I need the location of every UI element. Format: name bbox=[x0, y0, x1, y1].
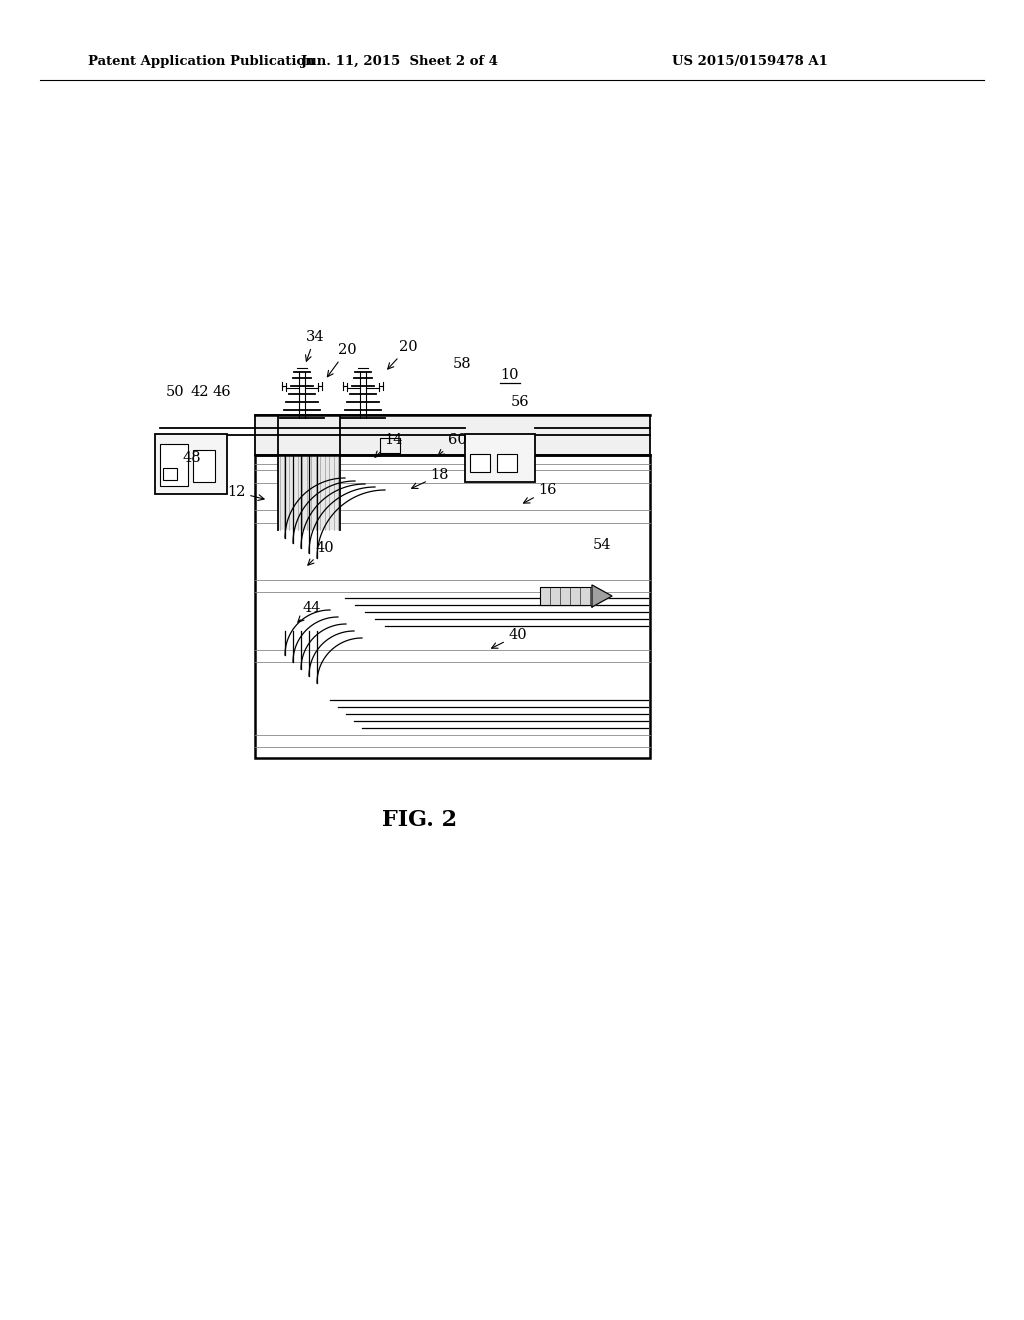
Text: 60: 60 bbox=[438, 433, 466, 455]
Bar bbox=[465, 434, 535, 482]
Text: 12: 12 bbox=[226, 484, 264, 500]
Text: 56: 56 bbox=[511, 395, 529, 409]
Bar bbox=[497, 454, 517, 473]
Text: FIG. 2: FIG. 2 bbox=[382, 809, 458, 832]
Text: 46: 46 bbox=[213, 385, 231, 399]
Bar bbox=[155, 434, 227, 494]
Text: 14: 14 bbox=[375, 433, 402, 457]
Bar bbox=[540, 587, 592, 605]
Bar bbox=[470, 454, 490, 473]
Text: 16: 16 bbox=[523, 483, 557, 503]
Bar bbox=[193, 450, 215, 482]
Text: 20: 20 bbox=[388, 341, 418, 370]
Text: 42: 42 bbox=[190, 385, 209, 399]
Bar bbox=[255, 455, 650, 758]
Text: 48: 48 bbox=[182, 451, 202, 465]
Bar bbox=[160, 444, 188, 486]
Text: 58: 58 bbox=[453, 356, 471, 371]
Text: 10: 10 bbox=[501, 368, 519, 381]
Text: 50: 50 bbox=[166, 385, 184, 399]
Polygon shape bbox=[592, 585, 612, 607]
Text: 40: 40 bbox=[492, 628, 527, 648]
Bar bbox=[278, 455, 340, 531]
Bar bbox=[255, 414, 650, 455]
Text: 54: 54 bbox=[593, 539, 611, 552]
Text: 20: 20 bbox=[328, 343, 356, 376]
Text: Patent Application Publication: Patent Application Publication bbox=[88, 55, 314, 69]
Text: 34: 34 bbox=[305, 330, 325, 362]
Text: US 2015/0159478 A1: US 2015/0159478 A1 bbox=[672, 55, 827, 69]
Text: 44: 44 bbox=[298, 601, 322, 622]
Text: 40: 40 bbox=[308, 541, 334, 565]
Bar bbox=[163, 469, 177, 480]
Text: Jun. 11, 2015  Sheet 2 of 4: Jun. 11, 2015 Sheet 2 of 4 bbox=[301, 55, 499, 69]
Text: 18: 18 bbox=[412, 469, 450, 488]
